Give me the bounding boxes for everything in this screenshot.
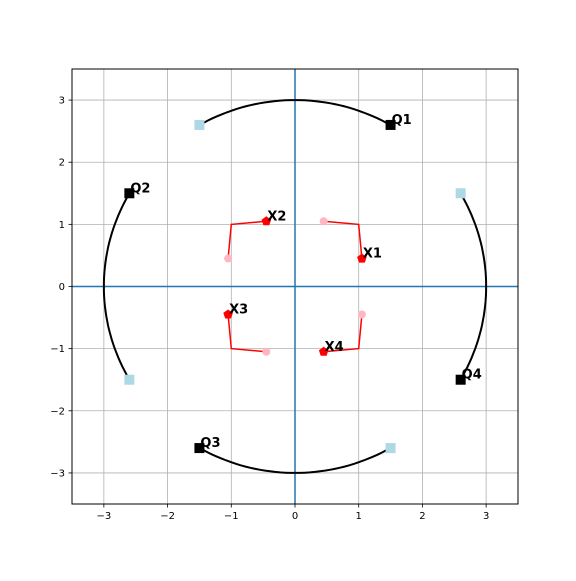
y-tick-label: 0	[59, 282, 65, 293]
q-ghost-marker	[385, 443, 396, 454]
x-tick-label: −3	[96, 511, 111, 522]
x-marker	[318, 346, 329, 356]
arcs-layer	[102, 99, 488, 474]
x-marker	[357, 253, 367, 263]
point-label: X4	[325, 340, 344, 355]
y-tick-label: −1	[50, 344, 65, 355]
x-tick-label: −1	[224, 511, 239, 522]
rotation-arc	[198, 447, 392, 474]
y-tick-label: 2	[59, 158, 65, 169]
x-paths-layer	[227, 220, 363, 353]
point-label: X3	[229, 302, 248, 317]
x-tick-label: 3	[483, 511, 489, 522]
q-marker	[194, 443, 205, 454]
rotation-arc	[198, 99, 392, 126]
x-tick-label: −2	[160, 511, 175, 522]
x-ghost-marker	[262, 347, 271, 356]
y-tick-label: −2	[50, 406, 65, 417]
y-tick-label: 1	[59, 220, 65, 231]
q-ghost-marker	[194, 119, 205, 130]
point-label: Q3	[200, 436, 220, 451]
x-path	[227, 314, 267, 353]
x-tick-label: 0	[292, 511, 298, 522]
q-marker	[124, 188, 135, 199]
x-ghost-marker	[357, 310, 366, 319]
q-ghost-marker	[455, 188, 466, 199]
x-ghost-marker	[319, 217, 328, 226]
y-tick-label: −3	[50, 468, 65, 479]
point-label: X2	[267, 209, 286, 224]
x-path	[323, 314, 363, 353]
axis-lines-layer	[72, 69, 518, 504]
x-ghost-marker	[224, 254, 233, 263]
q-ghost-marker	[124, 374, 135, 385]
ticks-layer: −3 −2 −1 0 1 2 3 −3 −2 −1 0 1 2 3	[50, 96, 489, 522]
x-tick-label: 2	[419, 511, 425, 522]
point-label: X1	[363, 247, 382, 262]
x-path	[323, 220, 363, 259]
rotation-arc	[459, 192, 488, 381]
ghost-markers-layer	[124, 119, 466, 454]
point-label: Q1	[392, 113, 412, 128]
x-marker	[261, 216, 272, 226]
markers-layer	[124, 119, 466, 454]
point-labels-layer: Q1 Q2 Q3 Q4 X1 X2 X3 X4	[130, 113, 481, 451]
x-tick-label: 1	[356, 511, 362, 522]
q-marker	[455, 374, 466, 385]
q-marker	[385, 119, 396, 130]
rotation-arc	[102, 192, 131, 381]
x-path	[227, 220, 267, 259]
y-tick-label: 3	[59, 96, 65, 107]
point-label: Q4	[462, 368, 482, 383]
x-marker	[223, 309, 233, 319]
point-label: Q2	[130, 181, 150, 196]
